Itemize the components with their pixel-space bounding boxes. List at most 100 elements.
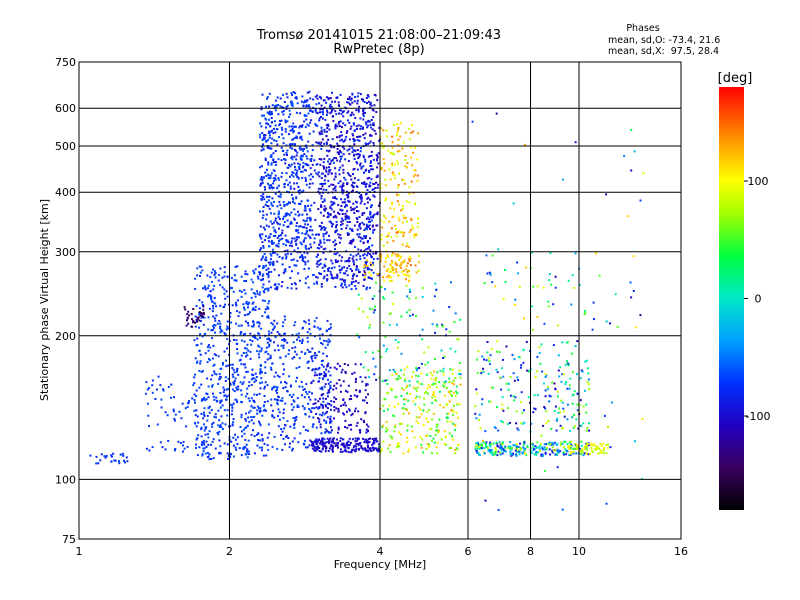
data-point bbox=[329, 431, 332, 434]
data-point bbox=[290, 193, 293, 196]
data-point bbox=[569, 452, 572, 455]
data-point bbox=[212, 344, 215, 347]
data-point bbox=[563, 440, 565, 443]
data-point bbox=[424, 392, 427, 395]
data-point bbox=[202, 323, 205, 326]
data-point bbox=[572, 426, 575, 429]
data-point bbox=[296, 151, 299, 154]
data-point bbox=[266, 316, 269, 319]
data-point bbox=[252, 269, 255, 272]
data-point bbox=[214, 413, 217, 416]
data-point bbox=[580, 424, 583, 427]
data-point bbox=[304, 209, 307, 212]
data-point bbox=[296, 259, 299, 262]
data-point bbox=[383, 297, 386, 300]
data-point bbox=[500, 420, 503, 423]
data-point bbox=[308, 235, 311, 238]
data-point bbox=[378, 443, 381, 446]
data-point bbox=[395, 235, 398, 238]
data-point bbox=[368, 268, 371, 270]
data-point bbox=[372, 182, 375, 185]
data-point bbox=[261, 371, 263, 374]
data-point bbox=[310, 173, 313, 176]
data-point bbox=[308, 229, 311, 232]
data-point bbox=[338, 269, 341, 271]
data-point bbox=[308, 415, 311, 418]
data-point bbox=[294, 92, 297, 95]
data-point bbox=[386, 135, 389, 138]
data-point bbox=[177, 440, 180, 443]
data-point bbox=[231, 363, 234, 366]
data-point bbox=[329, 213, 332, 216]
data-point bbox=[380, 238, 383, 241]
data-point bbox=[515, 410, 518, 413]
data-point bbox=[366, 401, 369, 404]
data-point bbox=[274, 124, 277, 127]
data-point bbox=[260, 433, 263, 436]
data-point bbox=[381, 142, 384, 145]
data-point bbox=[303, 147, 305, 150]
data-point bbox=[302, 101, 305, 104]
data-point bbox=[311, 175, 314, 178]
data-point bbox=[427, 443, 430, 446]
data-point bbox=[376, 213, 379, 216]
data-point bbox=[292, 131, 295, 134]
data-point bbox=[520, 364, 523, 367]
data-point bbox=[485, 445, 488, 448]
data-point bbox=[415, 369, 418, 372]
data-point bbox=[347, 101, 350, 104]
data-point bbox=[395, 377, 398, 380]
data-point bbox=[362, 156, 365, 159]
data-point bbox=[273, 319, 276, 322]
data-point bbox=[218, 320, 221, 322]
data-point bbox=[281, 281, 284, 283]
data-point bbox=[243, 432, 246, 435]
data-point bbox=[357, 179, 360, 181]
data-point bbox=[302, 149, 305, 152]
data-point bbox=[297, 210, 299, 213]
data-point bbox=[197, 434, 200, 437]
data-point bbox=[585, 443, 588, 446]
data-point bbox=[641, 418, 644, 420]
data-point bbox=[350, 428, 353, 431]
data-point bbox=[321, 333, 324, 336]
data-point bbox=[221, 363, 224, 366]
data-point bbox=[356, 218, 359, 221]
data-point bbox=[502, 375, 505, 378]
data-point bbox=[192, 384, 195, 387]
data-point bbox=[245, 395, 247, 398]
data-point bbox=[338, 151, 341, 154]
data-point bbox=[357, 135, 360, 138]
data-point bbox=[329, 144, 332, 147]
data-point bbox=[340, 112, 343, 115]
data-point bbox=[212, 304, 214, 307]
data-point bbox=[203, 396, 206, 399]
data-point bbox=[308, 396, 310, 399]
data-point bbox=[256, 444, 259, 447]
data-point bbox=[400, 433, 402, 436]
data-point bbox=[323, 419, 326, 422]
data-point bbox=[301, 226, 304, 229]
data-point bbox=[194, 287, 197, 290]
data-point bbox=[317, 253, 319, 256]
data-point bbox=[367, 240, 369, 242]
data-point bbox=[261, 93, 264, 96]
data-point bbox=[172, 408, 175, 411]
data-point bbox=[369, 140, 372, 143]
data-point bbox=[229, 382, 232, 385]
data-point bbox=[288, 375, 291, 378]
data-point bbox=[585, 429, 588, 432]
data-point bbox=[256, 350, 259, 353]
data-point bbox=[304, 220, 307, 223]
data-point bbox=[284, 424, 287, 427]
data-point bbox=[325, 166, 328, 169]
data-point bbox=[270, 130, 273, 133]
data-point bbox=[293, 162, 296, 165]
data-point bbox=[235, 310, 238, 313]
data-point bbox=[353, 450, 356, 453]
data-point bbox=[246, 392, 249, 395]
data-point bbox=[482, 439, 484, 442]
data-point bbox=[293, 130, 295, 133]
data-point bbox=[291, 357, 294, 360]
data-point bbox=[126, 460, 129, 463]
